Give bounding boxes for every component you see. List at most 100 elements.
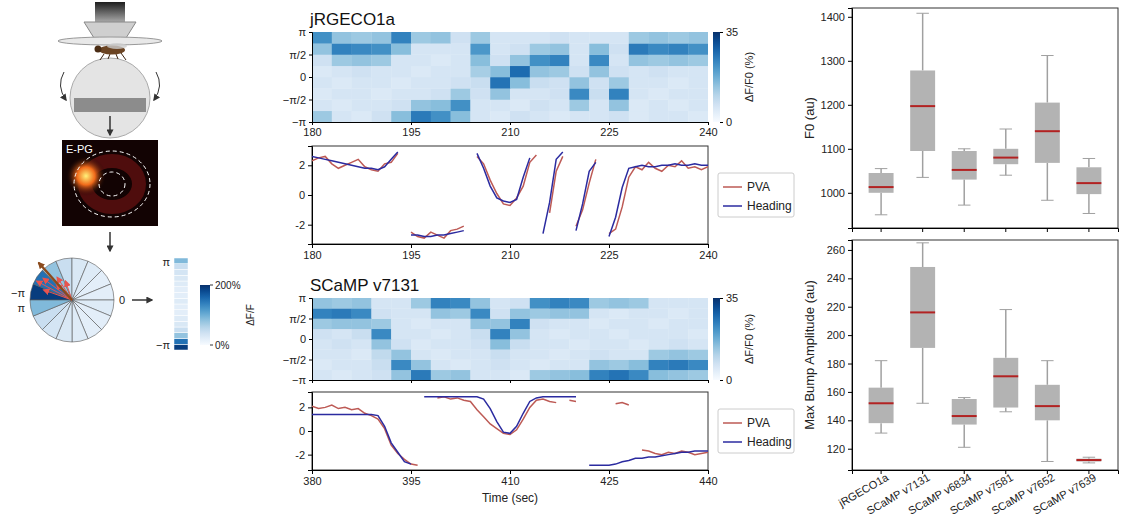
tick-mark <box>308 225 312 226</box>
cell <box>649 329 669 340</box>
lines <box>312 397 708 466</box>
cell <box>589 349 609 360</box>
cell <box>649 66 669 78</box>
cap-low <box>1083 213 1095 214</box>
cap-low <box>875 433 887 434</box>
cell <box>629 308 649 319</box>
cell <box>609 77 629 89</box>
cell <box>451 370 471 380</box>
axis-line <box>309 33 313 123</box>
cell <box>688 111 708 122</box>
cell <box>589 55 609 67</box>
cell <box>431 100 451 112</box>
tick: 395 <box>402 470 420 487</box>
axis: -202 <box>295 393 312 471</box>
axis: 180195210225240 <box>303 244 717 261</box>
cell <box>550 329 570 340</box>
fly-head <box>95 46 102 53</box>
cell <box>332 329 352 340</box>
tick-mark <box>720 380 723 381</box>
cell <box>470 308 490 319</box>
tick-mark <box>922 228 923 232</box>
cell <box>490 370 510 380</box>
tick: 240 <box>827 272 852 284</box>
cell <box>569 55 589 67</box>
cell <box>490 55 510 67</box>
cell <box>688 370 708 380</box>
cell <box>490 329 510 340</box>
cell <box>649 43 669 55</box>
cell <box>688 308 708 319</box>
cell <box>470 298 490 309</box>
tick: 0 <box>299 425 312 437</box>
cell <box>470 319 490 330</box>
cell <box>332 66 352 78</box>
cap-low <box>958 447 970 448</box>
cell <box>371 88 391 100</box>
tick-mark <box>848 278 852 279</box>
axis: 035 <box>720 292 738 386</box>
column-cell <box>174 321 188 327</box>
cell <box>391 339 411 350</box>
cell <box>312 370 332 380</box>
cell <box>371 100 391 112</box>
tick-label: 225 <box>600 126 618 138</box>
cap-high <box>875 168 887 169</box>
cell <box>431 339 451 350</box>
series-line <box>312 397 708 466</box>
cell <box>609 298 629 309</box>
cell <box>550 32 570 44</box>
box <box>1076 167 1101 194</box>
whisker-low <box>1047 420 1049 461</box>
cell <box>451 298 471 309</box>
colorbar-label: 200% <box>215 280 241 291</box>
cell <box>411 66 431 78</box>
cap-low <box>875 214 887 215</box>
colorbar <box>200 285 210 345</box>
cell <box>352 349 372 360</box>
cell <box>629 111 649 122</box>
tick-label: −π <box>292 116 306 128</box>
tick-label: 0 <box>300 71 306 83</box>
cell <box>510 43 530 55</box>
cell <box>629 77 649 89</box>
cell <box>490 77 510 89</box>
plot-frame <box>312 392 708 470</box>
median <box>910 311 935 313</box>
cell <box>589 32 609 44</box>
cell <box>569 298 589 309</box>
cell <box>609 111 629 122</box>
tick-label: 395 <box>402 475 420 487</box>
tick: 35 <box>720 26 738 38</box>
tick: 2 <box>299 159 312 171</box>
tick-label: 140 <box>827 414 845 426</box>
tick-label: 2 <box>299 401 305 413</box>
cell <box>352 55 372 67</box>
cell <box>550 88 570 100</box>
whisker-low <box>922 151 924 177</box>
cell <box>609 66 629 78</box>
cell <box>629 360 649 371</box>
tick: 260 <box>827 244 852 256</box>
tick-label: −π <box>292 374 306 386</box>
cell <box>609 308 629 319</box>
cap-high <box>958 397 970 398</box>
tick: 180 <box>303 244 321 261</box>
cell <box>451 100 471 112</box>
cell <box>352 319 372 330</box>
tick-mark <box>309 122 312 123</box>
colorbar-tick <box>210 345 213 346</box>
axis: ππ/20−π/2−π <box>283 26 313 128</box>
cell <box>391 88 411 100</box>
colorbar-title: ΔF/F0 (%) <box>743 52 755 102</box>
cell <box>431 88 451 100</box>
cell <box>609 339 629 350</box>
cell <box>332 319 352 330</box>
column-cell <box>174 316 188 322</box>
tick-label: 0 <box>299 189 305 201</box>
colorbar-title: ΔF/F <box>245 304 256 326</box>
cell <box>411 32 431 44</box>
column-cell <box>174 327 188 333</box>
cell <box>668 308 688 319</box>
cell <box>490 100 510 112</box>
